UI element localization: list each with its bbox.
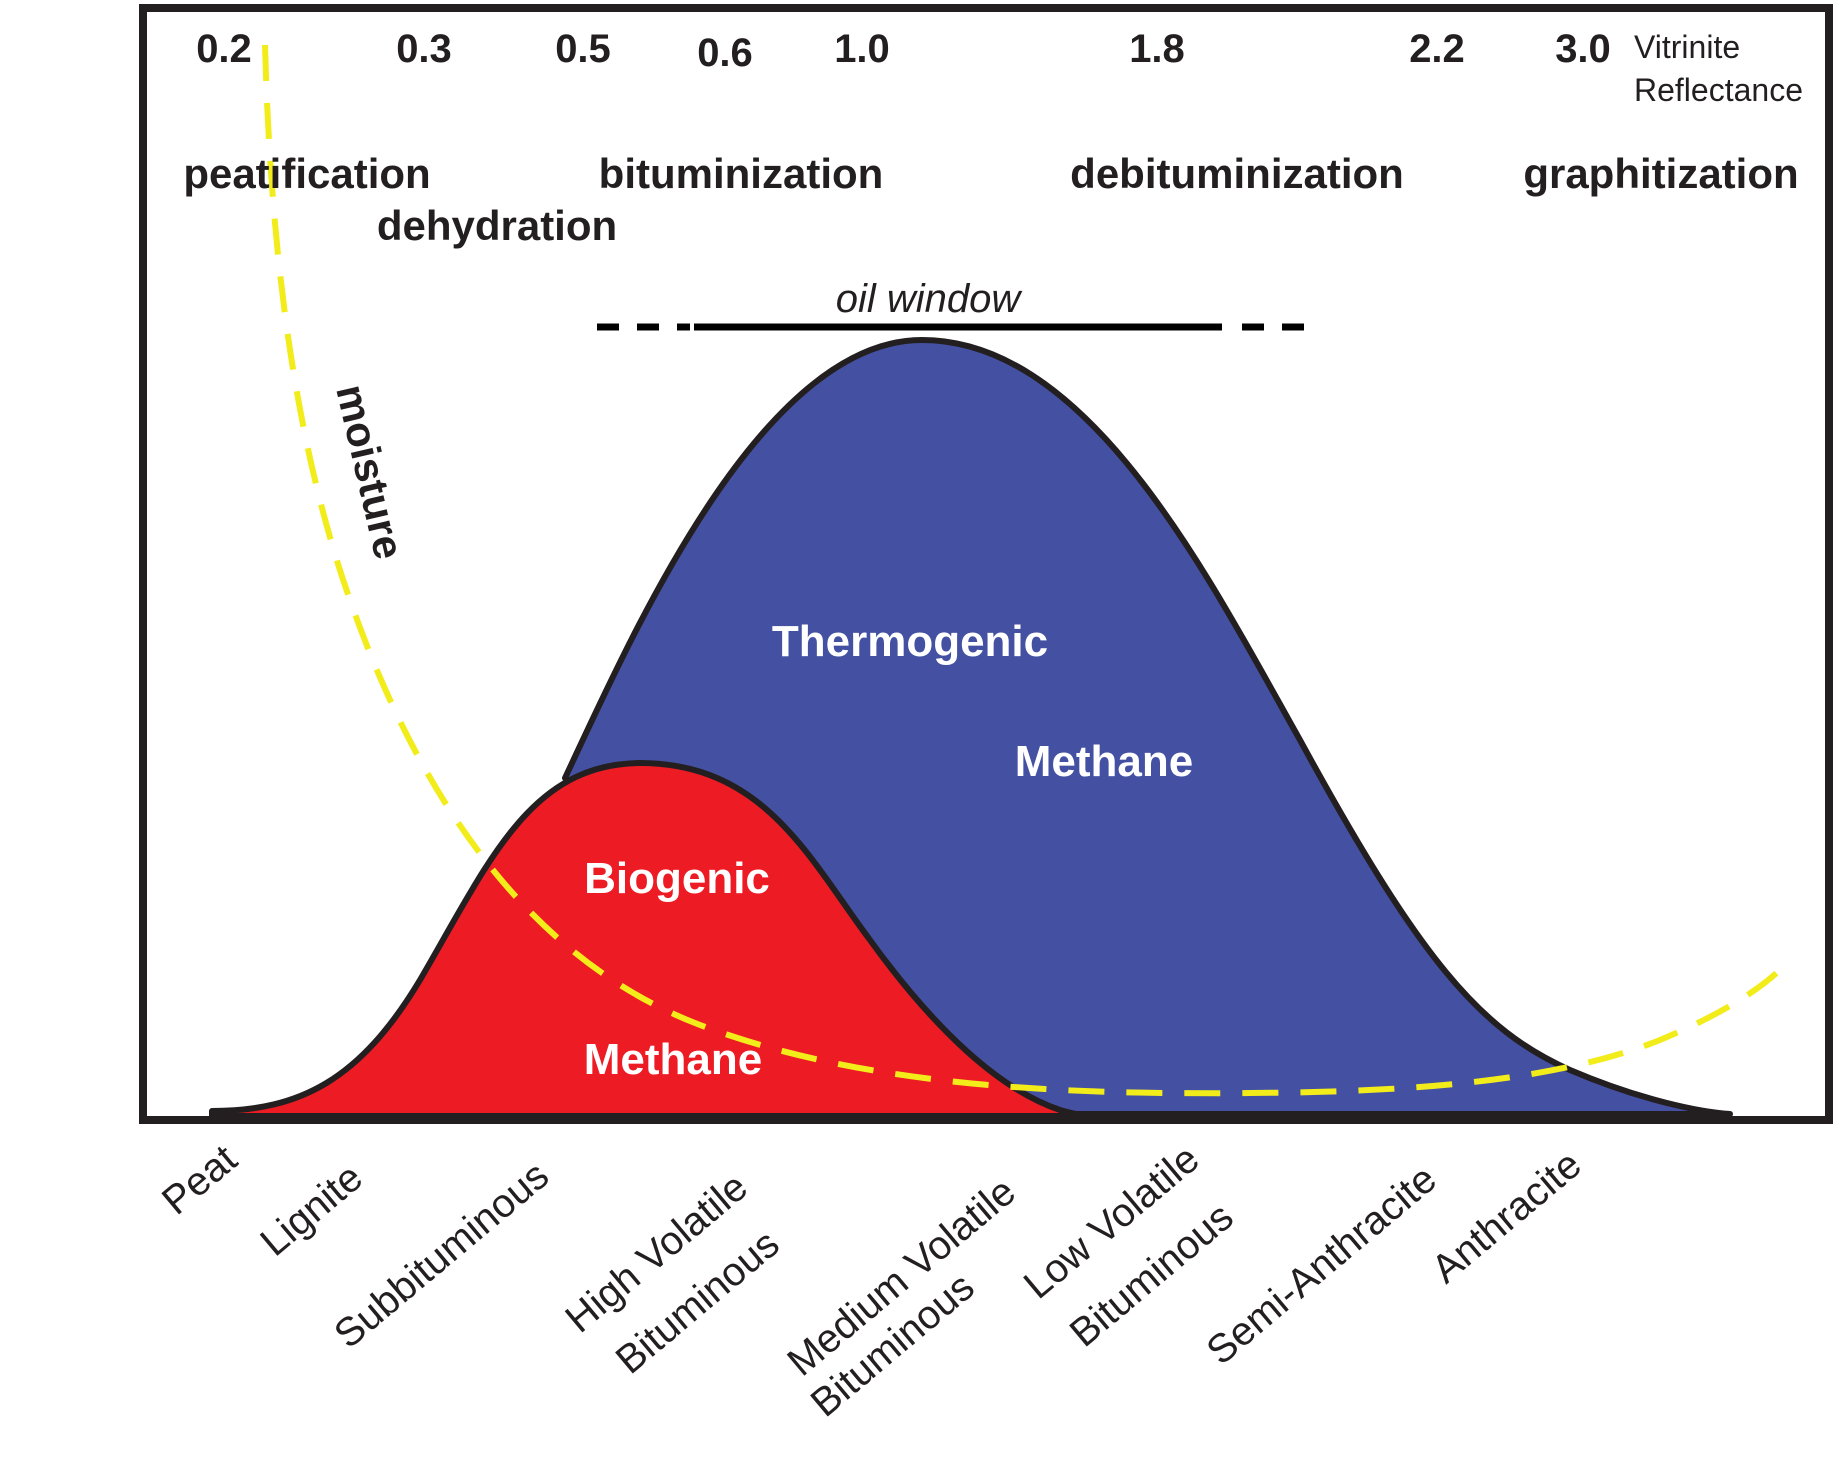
vr-value: 0.6 (697, 31, 753, 75)
thermogenic-label: Thermogenic (772, 617, 1048, 666)
biogenic-methane-area (209, 760, 1103, 1119)
process-debituminization: debituminization (1070, 150, 1404, 197)
rank-anthracite: Anthracite (1424, 1142, 1590, 1291)
biogenic-label: Biogenic (584, 854, 770, 903)
biogenic-methane-label: Methane (584, 1035, 762, 1084)
vr-value: 2.2 (1409, 27, 1465, 71)
rank-semi-anthracite: Semi-Anthracite (1199, 1157, 1445, 1374)
process-graphitization: graphitization (1523, 150, 1798, 197)
diagram-frame (139, 4, 1833, 1124)
process-dehydration: dehydration (377, 202, 617, 249)
vr-value: 1.8 (1129, 27, 1185, 71)
vr-axis-label-line1: Vitrinite (1634, 29, 1740, 65)
rank-peat: Peat (154, 1137, 245, 1224)
rank-lignite: Lignite (252, 1155, 371, 1264)
vr-value: 3.0 (1555, 27, 1611, 71)
vr-value: 0.2 (196, 27, 252, 71)
vr-value: 0.5 (555, 27, 611, 71)
moisture-curve (262, 44, 1788, 1097)
moisture-label: moisture (327, 380, 413, 563)
oil-window-label: oil window (836, 277, 1024, 321)
vr-axis-label-line2: Reflectance (1634, 72, 1803, 108)
vr-value: 1.0 (834, 27, 890, 71)
process-peatification: peatification (183, 150, 430, 197)
vr-value: 0.3 (396, 27, 452, 71)
process-bituminization: bituminization (599, 150, 884, 197)
thermogenic-methane-label: Methane (1015, 737, 1193, 786)
